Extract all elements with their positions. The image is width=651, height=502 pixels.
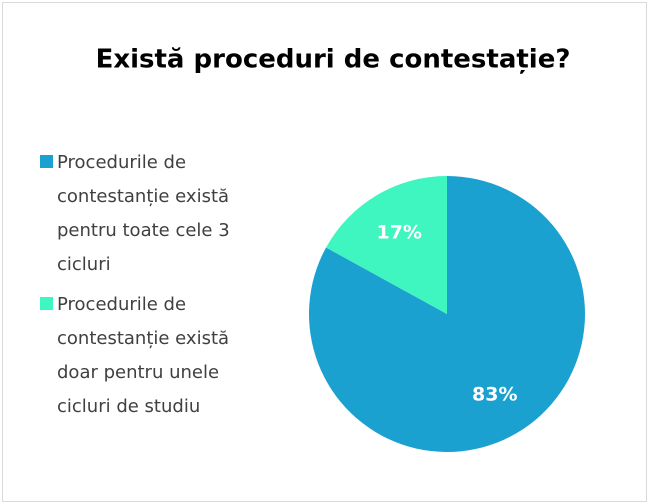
pie-slice [326,176,447,314]
legend-swatch [40,297,53,310]
legend-item: Procedurile de contestanție există doar … [40,288,250,424]
legend-label: Procedurile de contestanție există doar … [57,294,230,417]
legend-swatch [40,155,53,168]
data-label: 83% [472,383,517,405]
data-label: 17% [376,222,421,244]
chart-title: Există proceduri de contestație? [96,45,571,75]
legend-label: Procedurile de contestanție există pentr… [57,152,230,275]
legend-item: Procedurile de contestanție există pentr… [40,146,250,282]
legend: Procedurile de contestanție există pentr… [40,146,250,430]
